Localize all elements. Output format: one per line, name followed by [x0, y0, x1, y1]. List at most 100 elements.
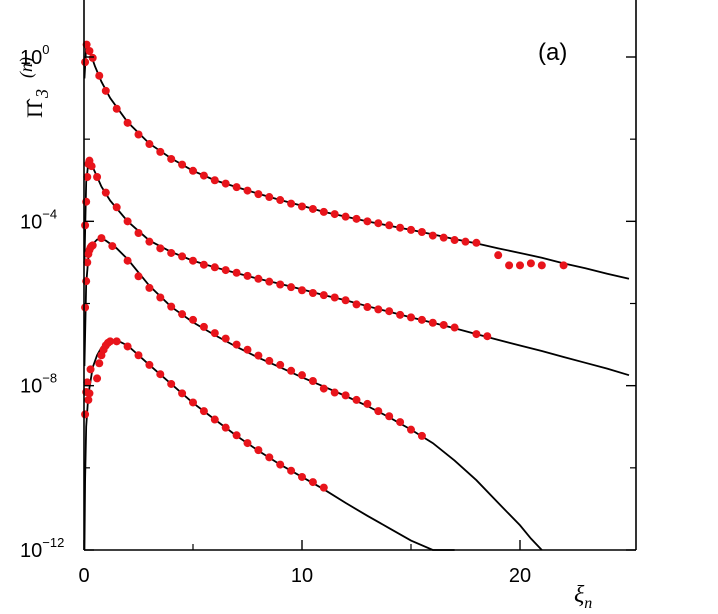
data-point-s1-45 [537, 261, 546, 270]
data-point-s1-36 [428, 231, 437, 240]
data-point-s4-13 [106, 337, 115, 346]
y-tick-exp-2: −4 [42, 206, 57, 221]
data-point-s3-12 [134, 272, 143, 281]
x-tick-label-1: 10 [291, 565, 313, 587]
data-point-s4-3 [83, 378, 92, 387]
data-point-s3-19 [210, 329, 219, 338]
data-point-s2-39 [439, 320, 448, 329]
fit-curves [83, 45, 630, 551]
data-point-s2-31 [352, 300, 361, 309]
data-point-s1-5 [95, 71, 104, 80]
data-point-s1-40 [472, 238, 481, 247]
data-point-s3-35 [385, 412, 394, 421]
data-points [81, 40, 568, 492]
y-tick-label-1: 10−8 [20, 371, 57, 398]
data-point-s1-34 [407, 225, 415, 234]
data-point-s2-14 [167, 248, 176, 257]
data-point-s3-22 [243, 345, 252, 354]
data-point-s2-40 [450, 323, 459, 332]
data-point-s1-4 [88, 53, 97, 62]
data-point-s1-28 [341, 212, 350, 221]
data-point-s4-19 [167, 379, 176, 388]
x-tick-label-0: 0 [78, 565, 89, 587]
data-point-s2-25 [287, 283, 296, 292]
data-point-s1-27 [330, 210, 339, 219]
data-point-s2-34 [385, 307, 394, 316]
data-point-s1-14 [189, 166, 197, 175]
data-point-s1-25 [308, 204, 317, 213]
data-point-s3-31 [341, 391, 350, 400]
data-point-s2-35 [396, 310, 405, 319]
data-point-s1-21 [265, 193, 274, 202]
data-point-s4-30 [287, 466, 296, 475]
data-point-s3-27 [298, 371, 306, 380]
y-tick-exp-3: 0 [42, 42, 49, 57]
data-point-s3-26 [287, 366, 296, 375]
data-point-s2-22 [254, 274, 263, 283]
data-point-s3-20 [221, 334, 230, 343]
data-point-s2-8 [101, 188, 110, 197]
data-point-s1-42 [505, 261, 514, 270]
data-point-s3-16 [178, 310, 187, 319]
data-point-s2-18 [210, 263, 219, 272]
data-point-s3-23 [254, 351, 263, 360]
data-point-s2-11 [134, 229, 143, 237]
data-point-s3-10 [108, 242, 117, 251]
data-point-s1-22 [276, 196, 285, 205]
data-point-s4-33 [319, 483, 328, 492]
data-point-s1-3 [85, 47, 94, 55]
data-point-s4-6 [86, 365, 95, 374]
data-point-s2-26 [298, 286, 306, 295]
data-point-s2-36 [407, 313, 415, 322]
data-point-s4-22 [199, 407, 208, 416]
data-point-s3-28 [308, 376, 317, 385]
data-point-s4-18 [156, 370, 165, 379]
data-point-s4-7 [93, 374, 102, 383]
data-point-s1-30 [363, 217, 372, 226]
data-point-s3-30 [330, 388, 339, 397]
data-point-s3-14 [156, 293, 165, 302]
data-point-s2-16 [189, 256, 197, 265]
data-point-s2-20 [232, 268, 241, 277]
data-point-s4-16 [134, 351, 143, 360]
data-point-s3-34 [374, 407, 383, 416]
data-point-s1-13 [178, 160, 187, 169]
data-point-s1-9 [134, 130, 143, 139]
data-point-s3-1 [81, 303, 90, 312]
data-point-s2-9 [112, 203, 121, 212]
data-point-s4-14 [112, 337, 121, 346]
data-point-s1-17 [221, 179, 230, 188]
data-point-s3-38 [417, 431, 426, 440]
data-point-s3-11 [123, 256, 132, 265]
data-point-s1-15 [199, 171, 208, 180]
data-point-s1-6 [101, 86, 110, 95]
data-point-s2-13 [156, 244, 165, 253]
data-point-s4-5 [85, 389, 94, 398]
data-point-s4-25 [232, 431, 241, 440]
axes [83, 0, 637, 551]
data-point-s4-31 [298, 472, 306, 481]
data-point-s1-33 [396, 223, 405, 232]
data-point-s4-29 [276, 460, 285, 469]
data-point-s2-33 [374, 305, 383, 314]
y-axis-label-sup: (n) [16, 57, 37, 78]
data-point-s3-3 [83, 258, 92, 267]
data-point-s2-15 [178, 252, 187, 261]
data-point-s3-33 [363, 399, 372, 408]
data-point-s4-15 [123, 342, 132, 351]
data-point-s3-9 [97, 234, 106, 243]
data-point-s2-6 [87, 162, 96, 171]
data-point-s1-41 [494, 251, 503, 260]
data-point-s1-46 [559, 261, 568, 270]
fit-curve-3 [83, 238, 543, 551]
data-point-s2-23 [265, 277, 274, 286]
data-point-s2-42 [483, 332, 492, 341]
data-point-s1-10 [145, 140, 154, 149]
data-point-s3-32 [352, 395, 361, 404]
data-point-s4-17 [145, 360, 154, 369]
data-point-s1-1 [81, 58, 90, 67]
data-point-s4-23 [210, 415, 219, 424]
data-point-s1-43 [516, 261, 524, 270]
data-point-s3-37 [407, 425, 415, 434]
